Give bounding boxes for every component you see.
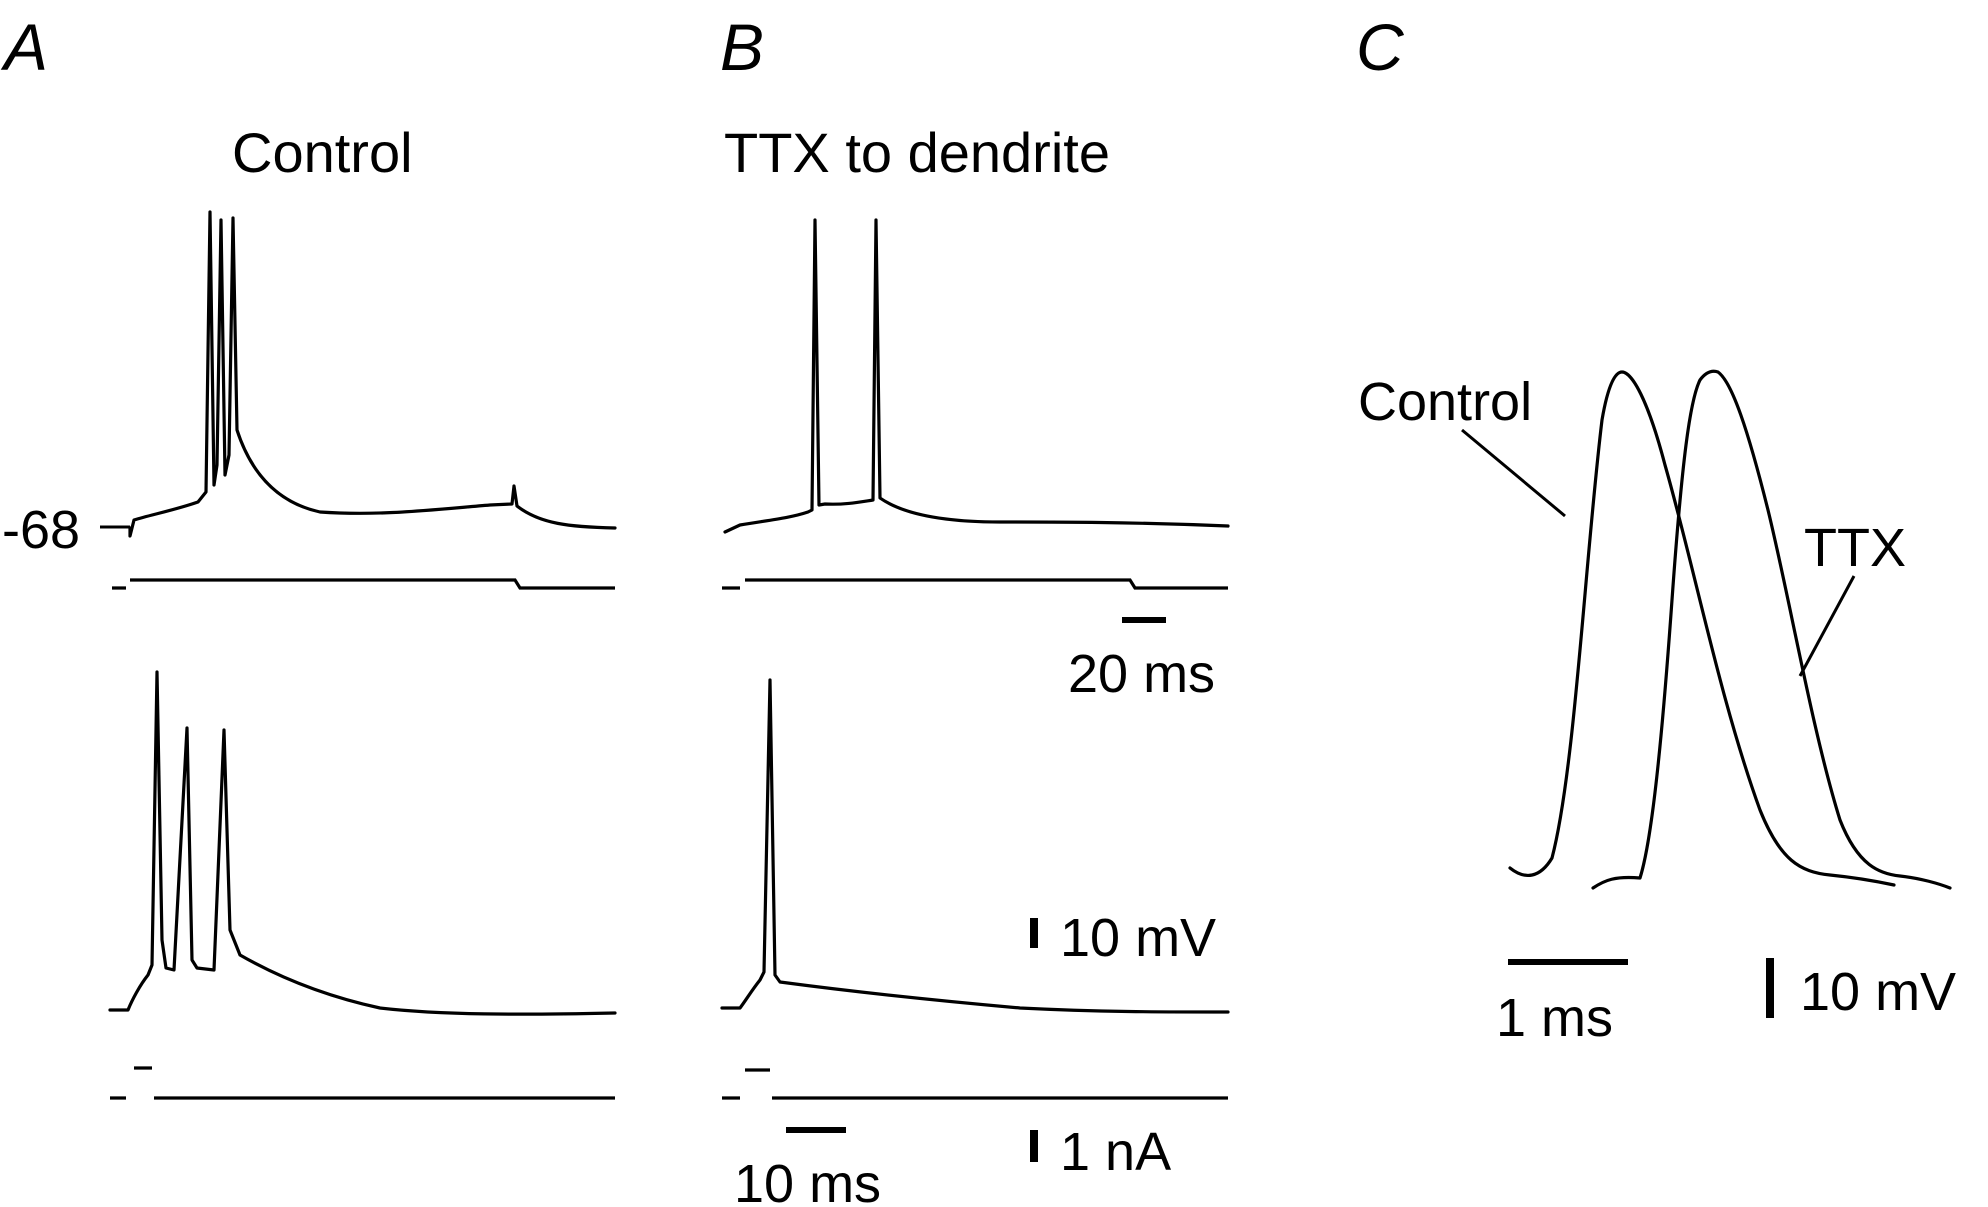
panel-b: B TTX to dendrite 20 ms 10 mV 10 ms 1 nA [720, 10, 1230, 1207]
panel-b-title: TTX to dendrite [724, 121, 1110, 184]
scale-label-voltage-10mv: 10 mV [1060, 908, 1216, 968]
panel-a: A Control -68 [0, 10, 617, 1100]
panel-c-scale-label-time-1ms: 1 ms [1496, 988, 1613, 1048]
resting-potential-label: -68 [2, 500, 80, 560]
panel-a-title: Control [232, 121, 413, 184]
panel-b-top-voltage-trace [723, 218, 1230, 534]
panel-a-bottom-current-command [110, 1066, 615, 1100]
panel-c-leader-control [1461, 428, 1566, 518]
panel-c-ttx-trace [1591, 369, 1952, 890]
scale-label-time-20ms: 20 ms [1068, 644, 1215, 704]
panel-a-letter: A [0, 10, 48, 84]
panel-c-scale-label-voltage-10mv: 10 mV [1800, 962, 1956, 1022]
scale-label-current-1na: 1 nA [1060, 1122, 1171, 1182]
panel-c-control-trace [1508, 370, 1896, 887]
panel-a-top-current-command [112, 578, 615, 590]
panel-b-letter: B [720, 10, 764, 84]
panel-c-letter: C [1356, 10, 1405, 84]
panel-b-bottom-voltage-trace [720, 678, 1230, 1014]
panel-a-top-voltage-trace [128, 210, 617, 538]
panel-c-leader-ttx [1798, 575, 1856, 677]
panel-c-label-ttx: TTX [1804, 518, 1906, 578]
panel-b-top-current-command [722, 578, 1228, 590]
panel-c: C Control TTX 1 ms 10 mV [1356, 10, 1956, 1048]
scale-label-time-10ms: 10 ms [734, 1154, 881, 1207]
panel-a-bottom-voltage-trace [108, 670, 617, 1016]
panel-c-label-control: Control [1358, 372, 1532, 432]
panel-b-bottom-current-command [722, 1068, 1228, 1100]
